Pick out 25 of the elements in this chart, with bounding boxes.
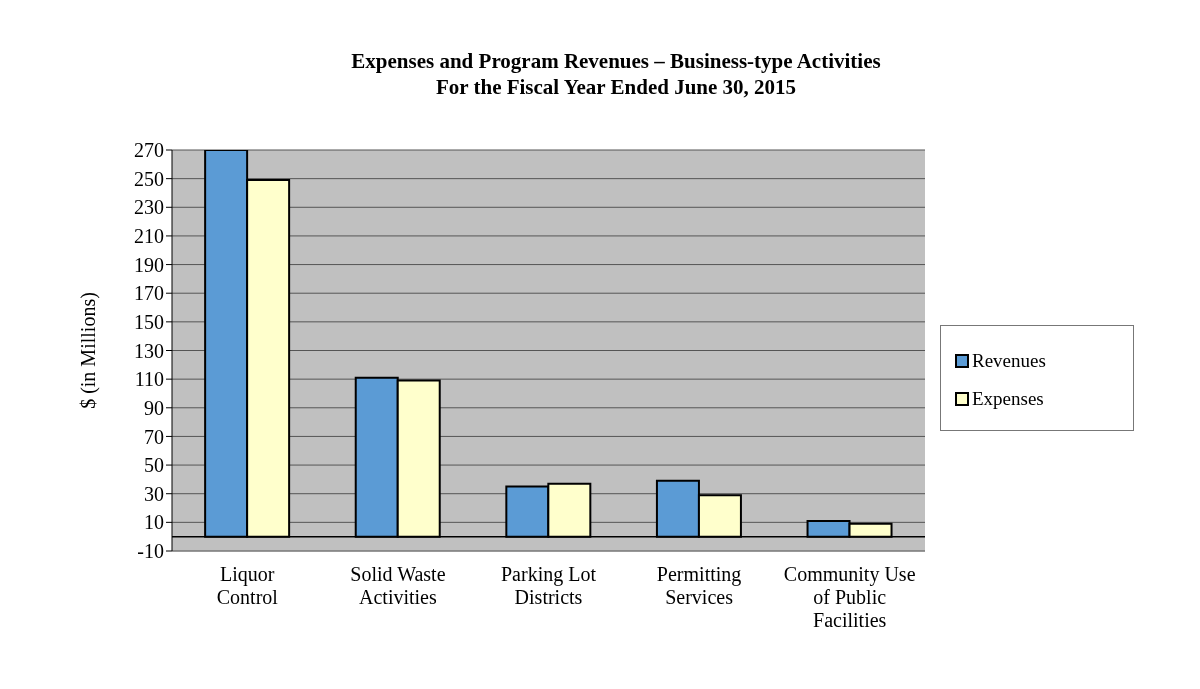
y-tick-label: 10 — [144, 511, 164, 534]
legend-label: Expenses — [972, 388, 1044, 410]
y-tick-label: 50 — [144, 454, 164, 477]
x-tick-label: Permitting Services — [656, 563, 742, 608]
y-tick-label: 230 — [134, 196, 164, 219]
x-tick-label: Community Use of Public Facilities — [783, 563, 916, 631]
y-tick-label: 30 — [144, 482, 164, 505]
y-tick-label: 210 — [134, 225, 164, 248]
y-tick-label: -10 — [137, 540, 164, 563]
legend-label: Revenues — [972, 350, 1046, 372]
y-tick-label: 170 — [134, 282, 164, 305]
y-tick-label: 110 — [134, 368, 164, 391]
y-tick-label: 150 — [134, 310, 164, 333]
chart-subtitle: For the Fiscal Year Ended June 30, 2015 — [434, 74, 798, 100]
x-tick-label: Liquor Control — [216, 563, 279, 608]
chart-title: Expenses and Program Revenues – Business-type Activities — [350, 48, 882, 74]
y-tick-label: 130 — [134, 339, 164, 362]
x-tick-label: Parking Lot Districts — [501, 563, 597, 608]
y-axis-title: $ (in Millions) — [77, 292, 101, 409]
y-tick-label: 270 — [134, 139, 164, 162]
y-tick-label: 190 — [134, 253, 164, 276]
y-tick-label: 250 — [134, 167, 164, 190]
y-tick-label: 70 — [144, 425, 164, 448]
y-tick-label: 90 — [144, 396, 164, 419]
x-tick-label: Solid Waste Activities — [350, 563, 446, 608]
